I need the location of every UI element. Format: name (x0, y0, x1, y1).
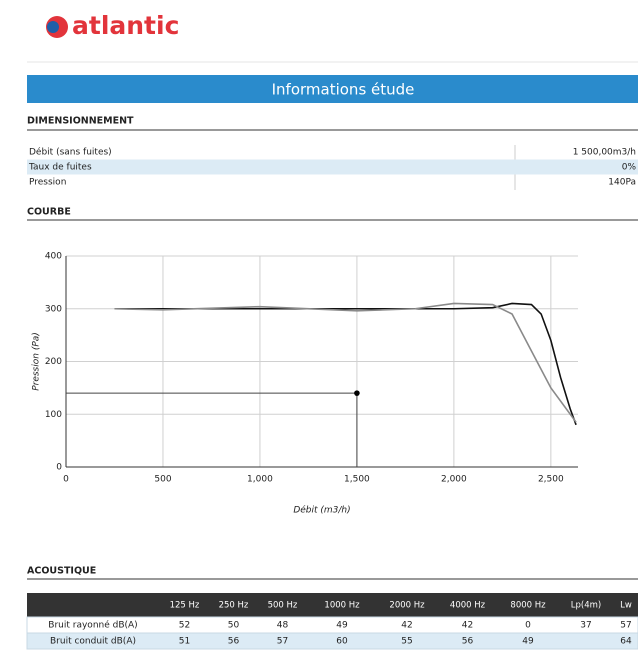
cell: 50 (228, 621, 240, 631)
cell: 48 (277, 621, 289, 631)
row-value: 1 500,00m3/h (573, 148, 636, 158)
y-axis-label: Pression (Pa) (32, 332, 42, 391)
column-header: 4000 Hz (450, 601, 486, 611)
logo: atlantic (72, 11, 179, 40)
x-axis-label: Débit (m3/h) (293, 505, 350, 516)
y-tick-label: 400 (45, 252, 62, 262)
row-value: 140Pa (608, 178, 636, 188)
column-header: Lp(4m) (571, 601, 601, 611)
cell: 55 (401, 637, 412, 647)
y-tick-label: 200 (45, 357, 62, 367)
banner-title: Informations étude (272, 81, 415, 99)
column-header: 500 Hz (268, 601, 298, 611)
column-header: Lw (620, 601, 632, 611)
x-tick-label: 2,500 (538, 475, 564, 485)
section-title: ACOUSTIQUE (27, 566, 96, 577)
x-tick-label: 0 (63, 475, 69, 485)
series-line (114, 302, 577, 423)
column-header: 8000 Hz (510, 601, 546, 611)
x-tick-label: 1,000 (247, 475, 273, 485)
row-label: Taux de fuites (28, 163, 92, 173)
y-tick-label: 0 (56, 463, 62, 473)
cell: 57 (620, 621, 631, 631)
cell: 42 (462, 621, 473, 631)
row-background (27, 159, 638, 175)
row-value: 0% (622, 163, 637, 173)
section-title: DIMENSIONNEMENT (27, 116, 134, 127)
y-tick-label: 100 (45, 410, 62, 420)
row-label: Débit (sans fuites) (29, 147, 112, 158)
cell: 0 (525, 621, 531, 631)
column-header: 125 Hz (170, 601, 200, 611)
x-tick-label: 500 (154, 475, 171, 485)
cell: 56 (228, 637, 240, 647)
x-tick-label: 2,000 (441, 475, 467, 485)
series-line (114, 302, 577, 426)
cell: 37 (580, 621, 591, 631)
operating-point (354, 390, 360, 396)
y-tick-label: 300 (45, 304, 62, 314)
cell: 42 (401, 621, 412, 631)
column-header: 1000 Hz (324, 601, 360, 611)
cell: 51 (179, 637, 190, 647)
section-title: COURBE (27, 207, 71, 218)
row-label: Bruit conduit dB(A) (50, 637, 136, 647)
cell: 49 (522, 637, 534, 647)
cell: 60 (336, 637, 348, 647)
column-header: 250 Hz (219, 601, 249, 611)
table-header (27, 593, 638, 617)
x-tick-label: 1,500 (344, 475, 370, 485)
cell: 56 (462, 637, 474, 647)
row-label: Bruit rayonné dB(A) (48, 620, 137, 631)
row-label: Pression (29, 178, 66, 188)
row-background (26, 632, 638, 650)
cell: 64 (620, 637, 632, 647)
cell: 52 (179, 621, 190, 631)
logo-icon-inner (47, 21, 59, 33)
column-header: 2000 Hz (389, 601, 425, 611)
banner (27, 75, 638, 103)
cell: 57 (277, 637, 288, 647)
cell: 49 (336, 621, 348, 631)
